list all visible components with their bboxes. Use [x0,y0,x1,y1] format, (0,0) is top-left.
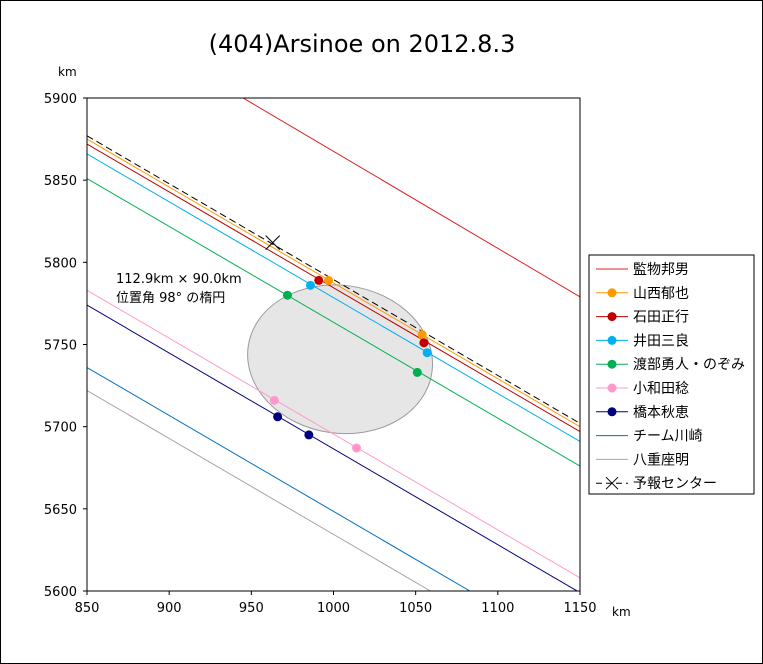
chart-title: (404)Arsinoe on 2012.8.3 [209,30,516,58]
chord-line-2 [87,143,580,433]
legend-marker-2 [607,312,617,322]
x-tick-label-2: 950 [239,601,264,616]
observation-point-6-1 [304,430,314,440]
observation-point-6-0 [273,412,283,422]
ellipse-size-note: 112.9km × 90.0km [116,272,242,287]
legend: 監物邦男山西郁也石田正行井田三良渡部勇人・のぞみ小和田稔橋本秋恵チーム川崎八重座… [596,261,745,492]
legend-label-5: 小和田稔 [633,381,689,397]
chord-line-5 [87,289,580,579]
y-tick-label-2: 5700 [44,421,77,436]
x-axis-unit: km [612,605,631,619]
legend-marker-5 [607,383,617,393]
chord-line-6 [87,304,579,591]
y-tick-label-0: 5600 [44,585,77,600]
plot-area [87,98,580,591]
x-tick-label-0: 850 [75,601,100,616]
legend-box [588,254,755,495]
y-tick-label-4: 5800 [44,256,77,271]
observation-point-3-1 [422,348,432,358]
prediction-marker-b [265,235,281,250]
legend-label-3: 井田三良 [633,333,689,349]
asteroid-ellipse [247,284,434,435]
legend-label-7: チーム川崎 [633,429,703,445]
legend-marker-3 [607,335,617,345]
legend-label-9: 予報センター [633,476,717,492]
x-tick-label-4: 1050 [399,601,432,616]
x-tick-label-1: 900 [157,601,182,616]
legend-label-1: 山西郁也 [633,286,689,302]
legend-label-0: 監物邦男 [633,261,689,278]
x-tick-label-5: 1100 [481,601,514,616]
x-tick-label-3: 1000 [317,601,350,616]
legend-label-2: 石田正行 [633,310,689,326]
y-tick-label-1: 5650 [44,503,77,518]
observation-point-1-1 [417,330,427,340]
y-tick-label-3: 5750 [44,339,77,354]
legend-label-4: 渡部勇人・のぞみ [633,357,745,373]
observation-point-4-0 [282,290,292,300]
observation-point-1-0 [324,275,334,285]
observation-point-2-1 [419,338,429,348]
axis-ticks: 850 900 950 1000 1050 1100 1150 5600 5650 5700 575… [44,92,597,616]
legend-label-6: 橋本秋恵 [633,405,689,421]
y-tick-label-5: 5850 [44,174,77,189]
observation-point-5-1 [352,443,362,453]
ellipse-angle-note: 位置角 98° の楕円 [116,291,225,306]
observation-point-3-0 [305,280,315,290]
chord-line-0 [242,98,580,298]
chord-line-4 [87,178,580,467]
observation-point-4-1 [412,367,422,377]
x-tick-label-6: 1150 [563,601,596,616]
chord-line-7 [87,367,471,591]
y-axis-unit: km [58,65,77,79]
legend-label-8: 八重座明 [633,452,689,468]
chord-line-1 [87,138,580,428]
y-tick-label-6: 5900 [44,92,77,107]
legend-cross-b [605,476,619,490]
chord-line-8 [87,390,431,591]
observation-point-5-0 [269,395,279,405]
legend-marker-6 [607,407,617,417]
legend-marker-1 [607,288,617,298]
chord-line-3 [87,153,580,442]
observation-point-2-0 [314,275,324,285]
legend-marker-4 [607,359,617,369]
chord-line-9 [87,135,580,424]
